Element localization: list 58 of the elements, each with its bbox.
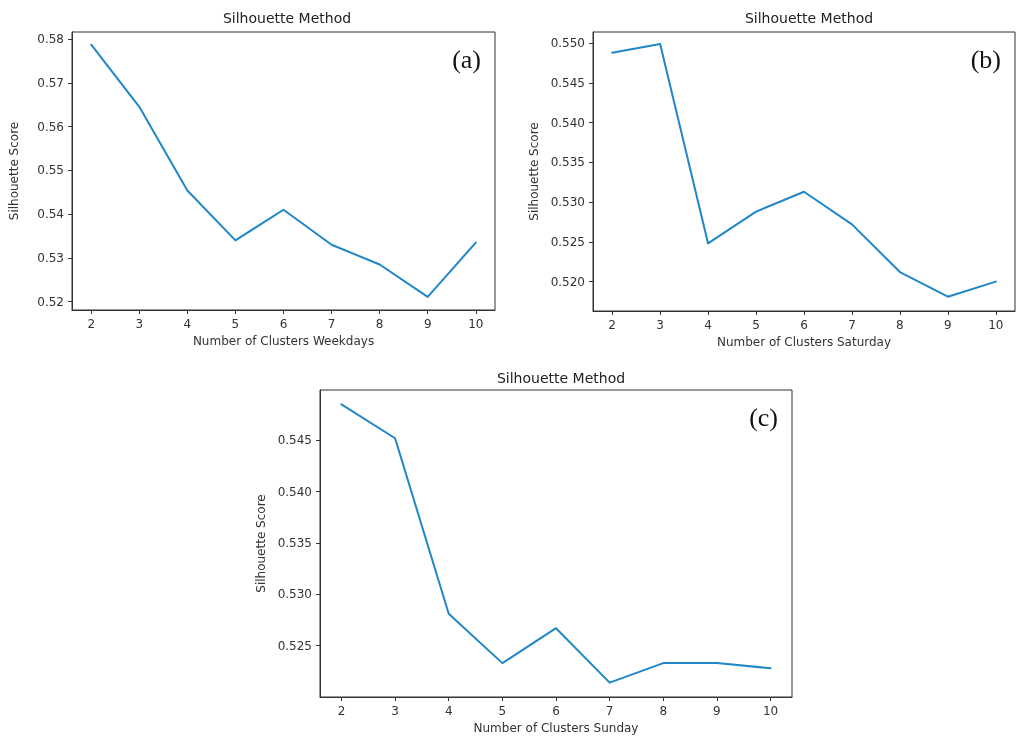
x-tick-label: 10: [468, 317, 484, 331]
x-tick-label: 7: [327, 317, 336, 331]
x-tick-label: 8: [896, 318, 904, 332]
y-axis-title: Silhouette Score: [7, 121, 21, 221]
x-tick-label: 7: [848, 318, 856, 332]
x-tick-label: 9: [713, 704, 721, 718]
x-tick-label: 5: [752, 318, 760, 332]
x-tick-label: 9: [423, 317, 432, 331]
y-axis-title: Silhouette Score: [526, 122, 541, 221]
x-tick-label: 3: [656, 318, 664, 332]
y-tick-label: 0.57: [37, 75, 64, 90]
y-tick-label: 0.53: [37, 250, 64, 265]
x-tick-label: 2: [87, 317, 96, 331]
y-tick-label: 0.550: [550, 36, 585, 51]
y-tick-label: 0.535: [550, 155, 585, 170]
y-tick-label: 0.535: [277, 535, 312, 550]
x-tick-label: 9: [944, 318, 952, 332]
x-tick-label: 8: [659, 704, 668, 718]
y-tick-label: 0.530: [550, 195, 585, 210]
y-tick-label: 0.55: [37, 163, 64, 178]
x-tick-label: 2: [337, 704, 346, 718]
x-tick-label: 6: [800, 318, 808, 332]
y-tick-label: 0.525: [550, 234, 585, 249]
x-tick-label: 5: [231, 317, 240, 331]
x-tick-label: 10: [762, 704, 779, 718]
x-tick-label: 4: [704, 318, 712, 332]
y-tick-label: 0.540: [550, 115, 585, 130]
x-tick-label: 6: [552, 704, 560, 718]
x-tick-label: 7: [605, 704, 614, 718]
y-tick-label: 0.540: [277, 484, 312, 499]
x-tick-label: 4: [183, 317, 192, 331]
x-axis-title: Number of Clusters Weekdays: [192, 333, 375, 348]
y-tick-label: 0.545: [277, 433, 312, 448]
x-tick-label: 2: [608, 318, 616, 332]
x-axis-title: Number of Clusters Saturday: [716, 334, 892, 349]
chart-title: Silhouette Method: [744, 10, 874, 26]
y-tick-label: 0.525: [277, 638, 312, 653]
x-tick-label: 5: [498, 704, 507, 718]
x-tick-label: 10: [988, 318, 1004, 332]
x-axis-title: Number of Clusters Sunday: [473, 720, 639, 735]
y-tick-label: 0.545: [550, 75, 585, 90]
chart-title: Silhouette Method: [496, 370, 626, 386]
annotation: (c): [749, 402, 778, 432]
y-tick-label: 0.58: [37, 32, 64, 46]
x-tick-label: 4: [444, 704, 453, 718]
x-tick-label: 6: [279, 317, 288, 331]
x-tick-label: 3: [135, 317, 144, 331]
x-tick-label: 8: [375, 317, 384, 331]
y-tick-label: 0.54: [37, 207, 64, 222]
chart-title: Silhouette Method: [222, 10, 352, 26]
y-tick-label: 0.52: [37, 294, 64, 309]
y-tick-label: 0.520: [550, 274, 585, 289]
annotation: (b): [970, 44, 1002, 74]
x-tick-label: 3: [391, 704, 399, 718]
annotation: (a): [452, 44, 481, 74]
y-axis-title: Silhouette Score: [253, 494, 268, 593]
y-tick-label: 0.56: [37, 119, 64, 134]
y-tick-label: 0.530: [277, 587, 312, 602]
